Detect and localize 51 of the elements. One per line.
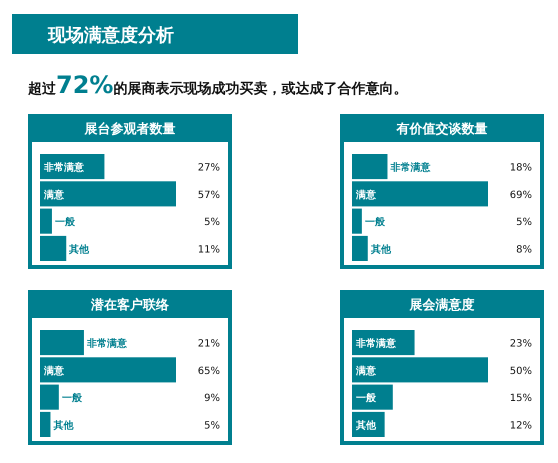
- data-label: 21%: [198, 338, 220, 350]
- y-tick-label: 满意: [43, 188, 65, 201]
- data-label: 18%: [510, 162, 532, 174]
- text: 现场满意度分析: [47, 25, 174, 46]
- bar: [40, 181, 176, 206]
- bar: [352, 384, 393, 410]
- data-label: 57%: [198, 190, 220, 201]
- y-tick-label: 满意: [355, 364, 377, 377]
- y-tick-label: 一般: [364, 216, 386, 228]
- bar: [40, 384, 59, 410]
- data-label: 23%: [510, 338, 532, 350]
- data-label: 50%: [510, 366, 532, 377]
- bar: [40, 208, 52, 234]
- data-label: 5%: [204, 420, 220, 432]
- data-label: 8%: [516, 244, 532, 256]
- y-tick-label: 满意: [43, 364, 65, 377]
- y-tick-label: 其他: [68, 243, 90, 256]
- bar: [352, 357, 488, 382]
- y-tick-label: 满意: [355, 188, 377, 201]
- bar: [352, 154, 388, 180]
- chart-title: 展台参观者数量: [84, 121, 176, 137]
- y-tick-label: 其他: [52, 419, 74, 432]
- y-tick-label: 其他: [370, 243, 392, 256]
- data-label: 5%: [204, 217, 220, 228]
- y-tick-label: 一般: [62, 392, 83, 404]
- data-label: 12%: [510, 420, 532, 432]
- data-label: 69%: [510, 190, 532, 201]
- data-label: 65%: [198, 366, 220, 377]
- data-label: 27%: [198, 162, 220, 174]
- y-tick-label: 一般: [54, 216, 76, 228]
- y-tick-label: 非常满意: [389, 162, 432, 174]
- data-label: 15%: [510, 393, 532, 404]
- y-tick-label: 非常满意: [43, 162, 85, 174]
- bar: [40, 330, 84, 356]
- bar: [40, 412, 50, 437]
- y-tick-label: 非常满意: [355, 338, 397, 350]
- chart-title: 有价值交谈数量: [396, 121, 488, 137]
- bar: [40, 357, 176, 382]
- y-tick-label: 其他: [355, 419, 377, 432]
- y-tick-label: 非常满意: [86, 338, 128, 350]
- chart-title: 潜在客户联络: [90, 297, 170, 313]
- data-label: 9%: [204, 393, 220, 404]
- bar: [352, 236, 368, 261]
- data-label: 11%: [198, 244, 220, 256]
- data-label: 5%: [516, 217, 532, 228]
- bar: [40, 236, 66, 261]
- y-tick-label: 一般: [356, 392, 377, 404]
- bar: [352, 208, 362, 234]
- chart-title: 展会满意度: [408, 297, 474, 313]
- text: 超过72%的展商表示现场成功买卖，或达成了合作意向。: [27, 71, 408, 99]
- bar: [352, 181, 488, 206]
